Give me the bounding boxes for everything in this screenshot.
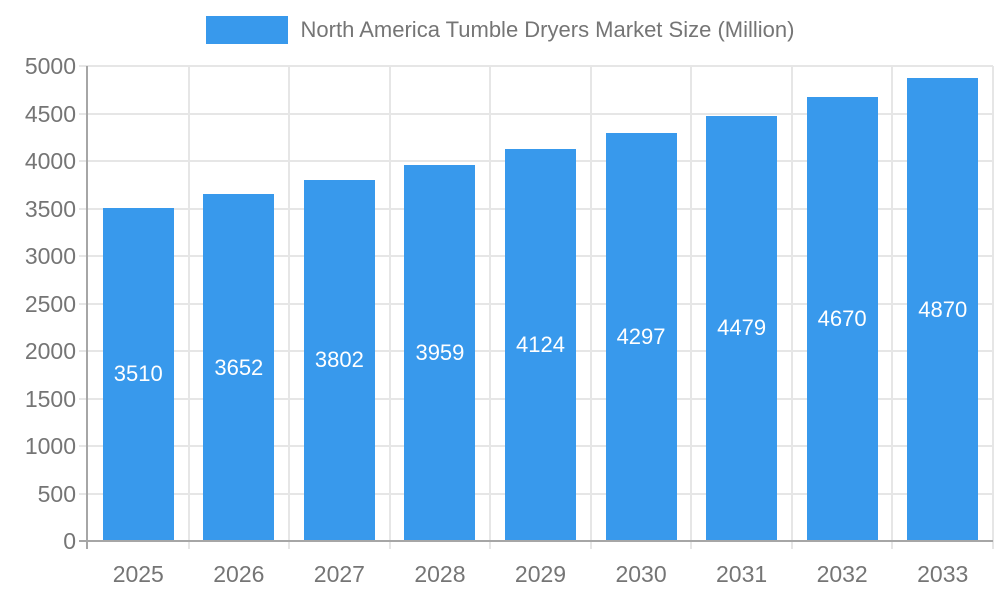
legend-item[interactable]: North America Tumble Dryers Market Size … (205, 16, 795, 44)
v-gridline (489, 66, 492, 549)
h-gridline (79, 112, 993, 115)
x-axis-tick-label: 2030 (615, 561, 667, 587)
v-gridline (690, 66, 693, 549)
v-gridline (288, 66, 291, 549)
bar-value-label: 3959 (415, 339, 465, 365)
bar-2025[interactable]: 3510 (102, 207, 174, 541)
bar-value-label: 3652 (214, 354, 264, 380)
x-axis-line (79, 540, 993, 542)
bar-value-label: 4479 (717, 315, 767, 341)
y-axis-tick-label: 2000 (24, 338, 76, 364)
bar-value-label: 4124 (516, 332, 565, 358)
bar-value-label: 4297 (616, 323, 666, 349)
legend-swatch (205, 16, 288, 44)
y-axis-tick-label: 3500 (24, 195, 76, 222)
bar-2031[interactable]: 4479 (706, 115, 778, 541)
legend-label: North America Tumble Dryers Market Size … (300, 17, 795, 42)
x-axis-tick-label: 2028 (414, 561, 466, 587)
y-axis-tick-label: 0 (63, 528, 76, 554)
bar-2030[interactable]: 4297 (605, 132, 677, 541)
x-axis-tick-label: 2026 (213, 561, 265, 587)
v-gridline (891, 66, 894, 549)
x-axis-tick-label: 2032 (816, 561, 868, 587)
y-axis-tick-label: 2500 (24, 290, 76, 317)
bar-2029[interactable]: 4124 (505, 149, 576, 541)
v-gridline (187, 66, 190, 549)
x-axis-tick-label: 2025 (112, 561, 164, 587)
y-axis-tick-label: 1500 (24, 385, 76, 412)
x-axis-tick-label: 2027 (313, 561, 365, 587)
bar-2028[interactable]: 3959 (404, 164, 476, 541)
y-axis-tick-label: 3000 (24, 243, 76, 269)
y-axis-line (86, 66, 88, 549)
y-axis-tick-label: 4000 (24, 148, 76, 174)
x-axis-tick-label: 2031 (716, 561, 768, 587)
bar-2026[interactable]: 3652 (203, 194, 275, 541)
y-axis-tick-label: 500 (37, 480, 76, 507)
v-gridline (589, 66, 592, 549)
bar-2032[interactable]: 4670 (806, 97, 878, 541)
x-axis-tick-label: 2033 (917, 561, 969, 587)
h-gridline (79, 65, 993, 67)
y-axis-tick-label: 1000 (24, 433, 76, 459)
bar-2027[interactable]: 3802 (303, 179, 375, 541)
bar-value-label: 4670 (817, 306, 867, 332)
bar-value-label: 3802 (314, 347, 364, 373)
bar-2033[interactable]: 4870 (907, 78, 979, 541)
bar-value-label: 4870 (918, 296, 968, 322)
bar-value-label: 3510 (113, 361, 163, 387)
v-gridline (992, 66, 994, 549)
y-axis-tick-label: 5000 (24, 53, 76, 79)
v-gridline (790, 66, 793, 549)
legend: North America Tumble Dryers Market Size … (0, 16, 1000, 44)
v-gridline (388, 66, 391, 549)
plot-area: 3510 3652 3802 3959 4124 4297 4479 4670 4870 (79, 65, 994, 549)
y-axis-tick-label: 4500 (24, 100, 76, 127)
x-axis-tick-label: 2029 (514, 561, 567, 587)
